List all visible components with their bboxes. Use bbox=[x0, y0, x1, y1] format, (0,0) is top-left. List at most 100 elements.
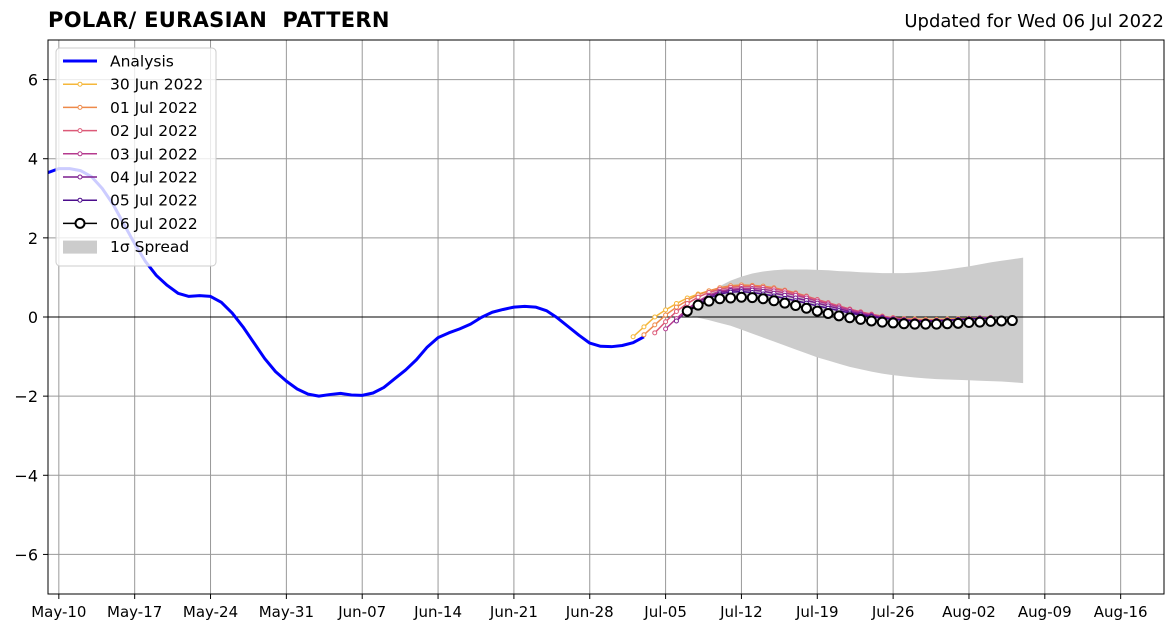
latest-point bbox=[995, 315, 1007, 327]
x-tick-label: May-31 bbox=[259, 603, 314, 621]
legend-entry: 30 Jun 2022 bbox=[63, 76, 203, 94]
x-tick-label: Jun-28 bbox=[565, 603, 614, 621]
legend-entry: 03 Jul 2022 bbox=[63, 145, 198, 163]
x-tick-label: Jul-26 bbox=[871, 603, 915, 621]
y-tick-label: −2 bbox=[14, 387, 38, 406]
x-tick-label: Aug-09 bbox=[1018, 603, 1072, 621]
forecast-point bbox=[641, 332, 647, 338]
forecast-point bbox=[641, 324, 647, 330]
legend-label: 05 Jul 2022 bbox=[110, 192, 198, 210]
y-tick-label: 6 bbox=[28, 71, 38, 90]
y-tick-label: 2 bbox=[28, 229, 38, 248]
forecast-point bbox=[652, 330, 658, 336]
forecast-point bbox=[673, 308, 679, 314]
forecast-point bbox=[652, 322, 658, 328]
latest-point bbox=[692, 299, 704, 311]
latest-point bbox=[844, 312, 856, 324]
chart-title: POLAR/ EURASIAN PATTERN bbox=[48, 8, 390, 32]
latest-point bbox=[865, 315, 877, 327]
latest-point bbox=[790, 300, 802, 312]
legend-entry: Analysis bbox=[63, 53, 174, 71]
latest-point bbox=[887, 317, 899, 329]
forecast-point bbox=[630, 334, 636, 340]
latest-point bbox=[833, 310, 845, 322]
y-tick-label: 4 bbox=[28, 150, 38, 169]
x-tick-label: Jun-21 bbox=[489, 603, 538, 621]
legend-marker bbox=[77, 128, 83, 134]
latest-point bbox=[909, 318, 921, 330]
legend-label: Analysis bbox=[110, 53, 174, 71]
forecast-point bbox=[673, 318, 679, 324]
legend-label: 30 Jun 2022 bbox=[110, 76, 203, 94]
latest-point bbox=[855, 313, 867, 325]
legend: Analysis 30 Jun 2022 01 Jul 2022 02 Jul 202… bbox=[55, 47, 217, 267]
y-tick-label: 0 bbox=[28, 308, 38, 327]
series-layer bbox=[48, 167, 1018, 398]
legend-marker bbox=[77, 104, 83, 110]
latest-point bbox=[746, 292, 758, 304]
legend-entry: 04 Jul 2022 bbox=[63, 169, 198, 187]
latest-point bbox=[681, 305, 693, 317]
legend-label: 03 Jul 2022 bbox=[110, 145, 198, 163]
forecast-point bbox=[695, 294, 701, 300]
x-tick-label: May-24 bbox=[183, 603, 238, 621]
x-tick-label: Jul-19 bbox=[795, 603, 839, 621]
forecast-point bbox=[673, 304, 679, 310]
legend-label: 01 Jul 2022 bbox=[110, 99, 198, 117]
legend-label: 1σ Spread bbox=[110, 238, 189, 256]
legend-entry: 1σ Spread bbox=[63, 238, 189, 256]
legend-entry: 05 Jul 2022 bbox=[63, 192, 198, 210]
latest-point bbox=[985, 315, 997, 327]
legend-label: 04 Jul 2022 bbox=[110, 169, 198, 187]
latest-point bbox=[974, 316, 986, 328]
x-tick-label: Jun-07 bbox=[337, 603, 386, 621]
x-tick-label: Aug-02 bbox=[942, 603, 996, 621]
latest-point bbox=[779, 297, 791, 309]
chart-subtitle: Updated for Wed 06 Jul 2022 bbox=[904, 11, 1164, 32]
latest-point bbox=[952, 317, 964, 329]
x-tick-label: May-10 bbox=[31, 603, 86, 621]
legend-label: 02 Jul 2022 bbox=[110, 122, 198, 140]
axis-ticks: −6 −4 −2 0 2 4 6 May-10 May-17 May-24 May-31 Jun-07… bbox=[14, 71, 1147, 621]
latest-point bbox=[920, 318, 932, 330]
latest-point bbox=[876, 316, 888, 328]
latest-point bbox=[811, 305, 823, 317]
legend-entry: 06 Jul 2022 bbox=[63, 215, 198, 233]
forecast-point bbox=[663, 307, 669, 313]
x-tick-label: Jun-14 bbox=[413, 603, 462, 621]
legend-entry: 02 Jul 2022 bbox=[63, 122, 198, 140]
forecast-point bbox=[652, 314, 658, 320]
legend-label: 06 Jul 2022 bbox=[110, 215, 198, 233]
legend-marker bbox=[77, 174, 83, 180]
latest-point bbox=[768, 295, 780, 307]
latest-point bbox=[703, 295, 715, 307]
x-tick-label: May-17 bbox=[107, 603, 162, 621]
legend-marker bbox=[74, 217, 86, 229]
y-tick-label: −4 bbox=[14, 466, 38, 485]
latest-point bbox=[725, 292, 737, 304]
y-tick-label: −6 bbox=[14, 545, 38, 564]
latest-point bbox=[757, 293, 769, 305]
legend-entry: 01 Jul 2022 bbox=[63, 99, 198, 117]
legend-swatch bbox=[63, 240, 97, 254]
latest-point bbox=[941, 318, 953, 330]
legend-marker bbox=[77, 197, 83, 203]
forecast-point bbox=[663, 326, 669, 332]
latest-point bbox=[735, 291, 747, 303]
forecast-point bbox=[663, 319, 669, 325]
latest-point bbox=[714, 293, 726, 305]
latest-point bbox=[800, 302, 812, 314]
forecast-point bbox=[684, 301, 690, 307]
latest-point bbox=[963, 317, 975, 329]
latest-point bbox=[898, 318, 910, 330]
x-tick-label: Jul-05 bbox=[643, 603, 687, 621]
latest-point bbox=[822, 307, 834, 319]
legend-box bbox=[55, 47, 217, 267]
latest-point bbox=[1006, 315, 1018, 327]
x-tick-label: Jul-12 bbox=[719, 603, 763, 621]
legend-marker bbox=[77, 151, 83, 157]
legend-marker bbox=[77, 81, 83, 87]
latest-point bbox=[930, 318, 942, 330]
latest-series bbox=[681, 291, 1018, 330]
